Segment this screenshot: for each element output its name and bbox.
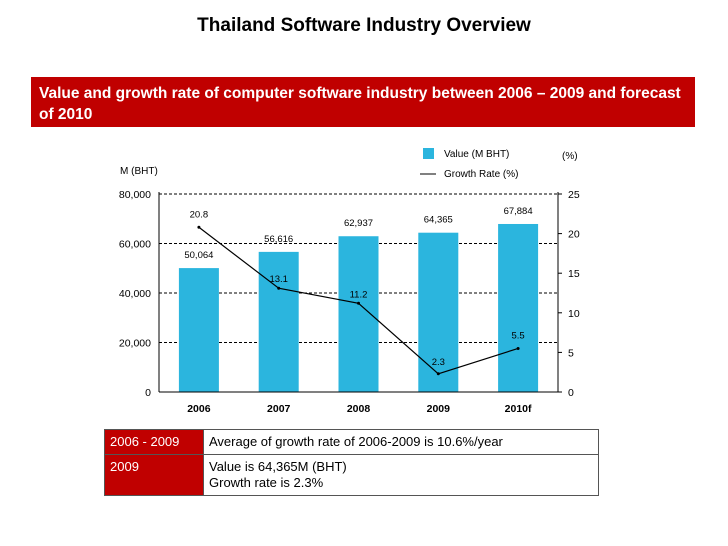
bar — [418, 232, 459, 392]
right-tick-label: 20 — [568, 229, 580, 241]
legend-bar-label: Value (M BHT) — [444, 149, 509, 160]
summary-line: Growth rate is 2.3% — [209, 475, 324, 490]
right-tick-label: 15 — [568, 268, 580, 280]
x-tick-label: 2010f — [505, 403, 532, 415]
left-tick-label: 0 — [145, 387, 151, 399]
summary-line: Average of growth rate of 2006-2009 is 1… — [209, 434, 503, 449]
summary-table: 2006 - 2009 Average of growth rate of 20… — [104, 429, 599, 496]
growth-value-label: 2.3 — [432, 357, 445, 368]
growth-value-label: 20.8 — [190, 209, 209, 220]
summary-row: 2009 Value is 64,365M (BHT) Growth rate … — [105, 455, 598, 495]
growth-value-label: 5.5 — [511, 330, 524, 341]
left-tick-label: 60,000 — [119, 239, 151, 251]
right-tick-label: 25 — [568, 189, 580, 201]
summary-period: 2006 - 2009 — [105, 430, 204, 454]
summary-period: 2009 — [105, 455, 204, 495]
summary-row: 2006 - 2009 Average of growth rate of 20… — [105, 430, 598, 455]
x-tick-label: 2009 — [427, 403, 451, 415]
bars — [178, 223, 539, 392]
growth-value-label: 13.1 — [269, 274, 288, 285]
tick-labels: 0 20,000 40,000 60,000 80,000 0 5 10 15 20 25 2006 2… — [119, 189, 580, 415]
growth-rate-point — [197, 225, 201, 229]
left-tick-label: 40,000 — [119, 288, 151, 300]
summary-description: Average of growth rate of 2006-2009 is 1… — [204, 430, 598, 454]
growth-value-label: 11.2 — [350, 289, 368, 300]
legend: Value (M BHT) Growth Rate (%) — [420, 148, 518, 180]
growth-rate-point — [357, 301, 360, 305]
chart: Value (M BHT) Growth Rate (%) M (BHT) (%… — [119, 148, 580, 415]
bar — [178, 268, 219, 392]
gridlines — [159, 193, 558, 343]
bar — [338, 236, 379, 392]
left-tick-label: 80,000 — [119, 189, 151, 201]
left-tick-label: 20,000 — [119, 338, 151, 350]
bar-value-label: 62,937 — [344, 218, 373, 229]
bar-value-label: 56,616 — [264, 234, 293, 245]
bar-value-label: 50,064 — [184, 250, 213, 261]
growth-rate-point — [516, 346, 520, 350]
growth-line — [197, 225, 520, 376]
bar-value-label: 67,884 — [504, 206, 533, 217]
x-tick-label: 2007 — [267, 403, 291, 415]
axes — [158, 192, 562, 393]
bar-value-label: 64,365 — [424, 215, 453, 226]
bar — [498, 223, 539, 392]
summary-description: Value is 64,365M (BHT) Growth rate is 2.… — [204, 455, 598, 495]
bar — [258, 251, 299, 392]
x-tick-label: 2008 — [347, 403, 371, 415]
left-axis-label: M (BHT) — [120, 166, 158, 177]
growth-rate-point — [277, 286, 281, 290]
right-tick-label: 5 — [568, 347, 574, 359]
right-tick-label: 10 — [568, 308, 580, 320]
right-axis-label: (%) — [562, 151, 578, 162]
growth-rate-point — [436, 372, 440, 376]
right-tick-label: 0 — [568, 387, 574, 399]
subtitle-banner: Value and growth rate of computer softwa… — [31, 77, 695, 127]
legend-line-label: Growth Rate (%) — [444, 169, 518, 180]
data-labels: 50,064 56,616 62,937 64,365 67,884 20.8 13.1 11… — [184, 206, 532, 368]
x-tick-label: 2006 — [187, 403, 211, 415]
page-title: Thailand Software Industry Overview — [197, 15, 531, 36]
legend-bar-swatch — [423, 148, 434, 159]
summary-line: Value is 64,365M (BHT) — [209, 459, 347, 474]
